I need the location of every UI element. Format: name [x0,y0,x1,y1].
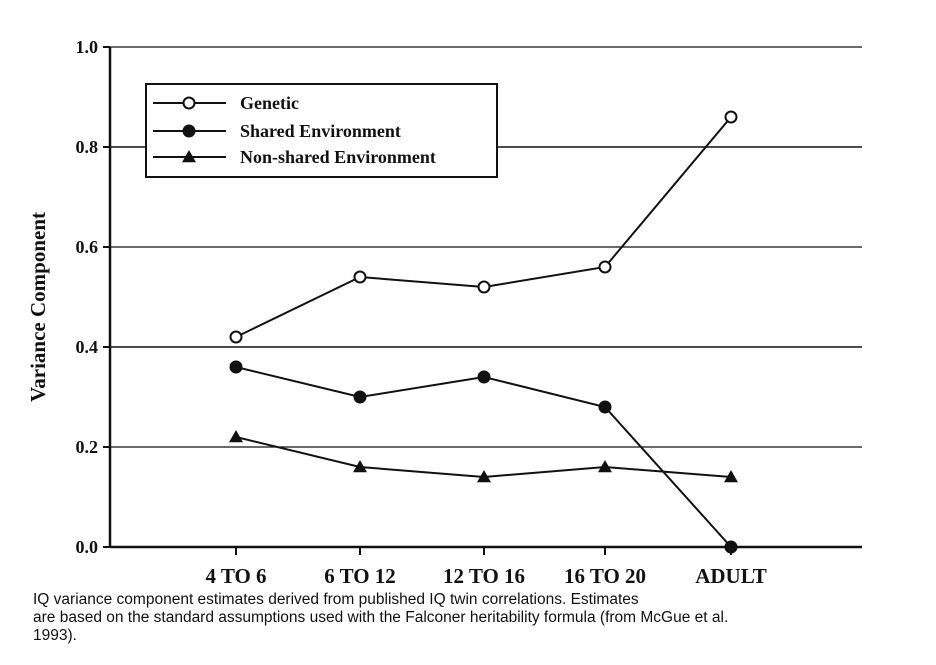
caption-line-1: IQ variance component estimates derived … [33,591,639,608]
legend-label: Genetic [240,93,299,113]
data-point [724,540,738,554]
y-tick-label: 0.8 [76,137,99,157]
legend-item: Shared Environment [153,121,401,141]
data-point [477,470,491,483]
x-tick-label: 12 TO 16 [443,564,525,588]
series-2 [229,430,738,483]
legend-marker [182,124,196,138]
y-tick-labels: 0.0 0.2 0.4 0.6 0.8 1.0 [76,37,99,557]
variance-component-chart: 0.0 0.2 0.4 0.6 0.8 1.0 4 TO 6 6 TO 12 12 TO 16… [26,37,862,588]
data-point [598,460,612,473]
series-1 [229,360,738,554]
data-point [353,460,367,473]
caption-line-3: 1993). [33,627,77,644]
data-point [353,270,367,284]
x-tick-label: ADULT [695,564,767,588]
data-point [229,330,243,344]
y-tick-label: 0.2 [76,437,99,457]
legend-marker [182,150,196,163]
series-lines [229,110,738,554]
x-tick-label: 4 TO 6 [205,564,266,588]
x-tick-label: 16 TO 20 [564,564,646,588]
data-point [724,470,738,483]
series-0 [229,110,738,344]
data-point [229,360,243,374]
series-line [235,366,732,548]
legend-label: Shared Environment [240,121,401,141]
data-point [477,280,491,294]
x-tick-labels: 4 TO 6 6 TO 12 12 TO 16 16 TO 20 ADULT [205,564,766,588]
data-point [229,430,243,443]
y-tick-label: 0.4 [76,337,99,357]
legend-marker [182,96,196,110]
y-tick-label: 0.0 [76,537,99,557]
data-point [598,400,612,414]
caption-line-2: are based on the standard assumptions us… [33,609,729,626]
legend-items: Genetic Shared Environment Non-shared Envi… [153,93,436,167]
legend: Genetic Shared Environment Non-shared Envi… [145,83,498,178]
y-tick-label: 0.6 [76,237,99,257]
data-point [477,370,491,384]
figure-caption: IQ variance component estimates derived … [33,591,913,645]
legend-item: Genetic [153,93,299,113]
y-axis-title: Variance Component [26,212,50,402]
legend-label: Non-shared Environment [240,147,436,167]
y-tick-label: 1.0 [76,37,99,57]
legend-item: Non-shared Environment [153,147,436,167]
data-point [724,110,738,124]
data-point [598,260,612,274]
x-tick-label: 6 TO 12 [324,564,396,588]
data-point [353,390,367,404]
